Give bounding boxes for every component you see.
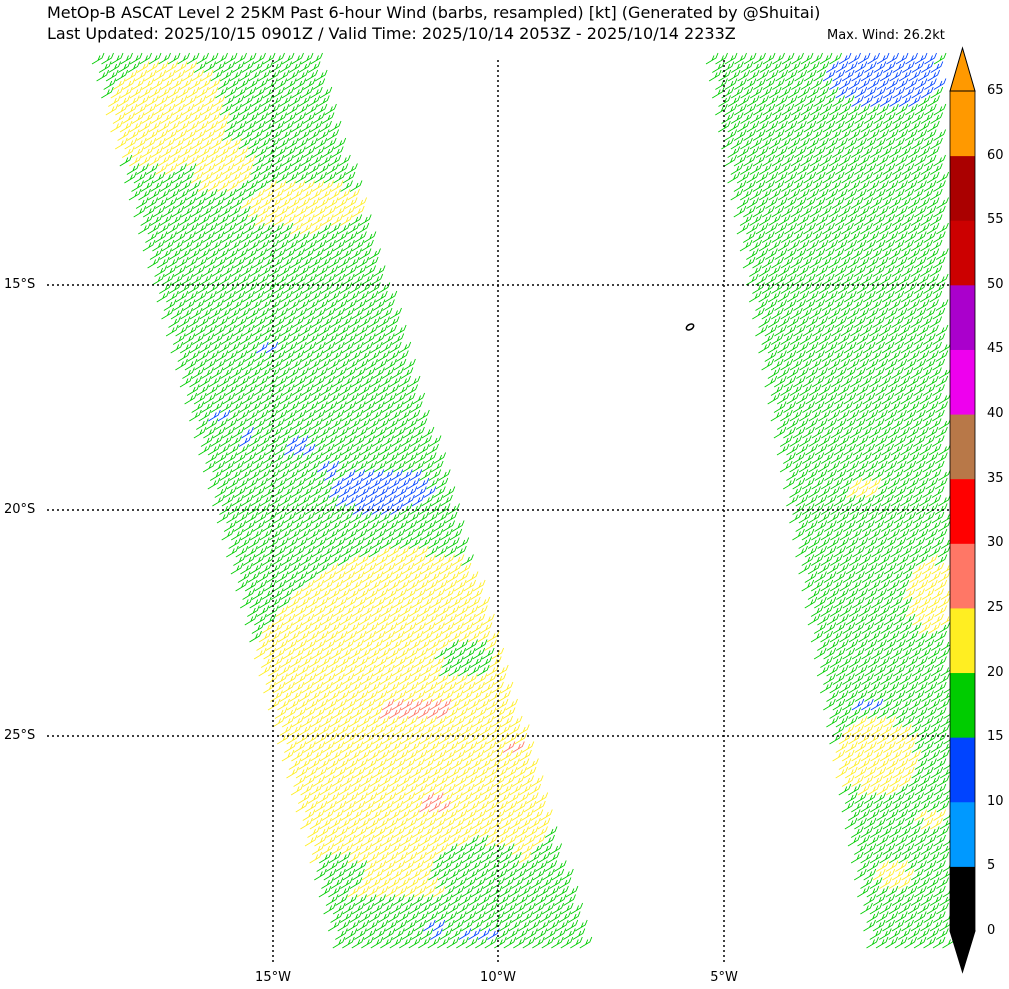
max-wind-label: Max. Wind: 26.2kt: [827, 28, 945, 43]
colorbar-tick-label: 5: [987, 858, 996, 874]
colorbar-segment: [950, 220, 975, 286]
colorbar-tick-label: 10: [987, 793, 1004, 809]
map-title: MetOp-B ASCAT Level 2 25KM Past 6-hour W…: [47, 3, 821, 22]
lon-label-15w: 15°W: [255, 970, 291, 985]
valid-time-line: Last Updated: 2025/10/15 0901Z / Valid T…: [47, 24, 736, 43]
graticule: [47, 60, 950, 962]
lat-label-20s: 20°S: [4, 502, 36, 517]
lat-label-15s: 15°S: [4, 277, 36, 292]
lon-label-5w: 5°W: [710, 970, 738, 985]
scatterometer-swaths: [91, 52, 957, 949]
colorbar-segment: [950, 543, 975, 609]
lon-label-10w: 10°W: [480, 970, 516, 985]
colorbar-segment: [950, 414, 975, 480]
colorbar: [949, 46, 976, 974]
colorbar-tick-label: 65: [987, 83, 1004, 98]
colorbar-segment: [950, 607, 975, 674]
colorbar-extend-max: [949, 46, 976, 92]
colorbar-tick-label: 15: [987, 729, 1004, 745]
colorbar-segment: [950, 349, 975, 415]
colorbar-segment: [950, 866, 975, 932]
colorbar-extend-min: [949, 930, 976, 974]
colorbar-tick-label: 50: [987, 276, 1004, 292]
colorbar-tick-label: 45: [987, 341, 1004, 357]
colorbar-tick-label: 60: [987, 147, 1004, 163]
island-outline: [685, 323, 695, 331]
colorbar-segment: [950, 478, 975, 544]
colorbar-segment: [950, 801, 975, 867]
colorbar-segment: [950, 284, 975, 350]
colorbar-tick-label: 30: [987, 535, 1004, 551]
colorbar-tick-label: 40: [987, 406, 1004, 422]
lat-label-25s: 25°S: [4, 728, 36, 743]
colorbar-tick-label: 0: [987, 923, 996, 938]
colorbar-tick-label: 35: [987, 470, 1004, 486]
colorbar-tick-label: 55: [987, 212, 1004, 228]
colorbar-tick-label: 25: [987, 599, 1004, 615]
colorbar-tick-label: 20: [987, 664, 1004, 680]
colorbar-segment: [950, 737, 975, 803]
colorbar-segment: [950, 672, 975, 738]
colorbar-segment: [950, 91, 975, 157]
colorbar-segment: [950, 155, 975, 221]
